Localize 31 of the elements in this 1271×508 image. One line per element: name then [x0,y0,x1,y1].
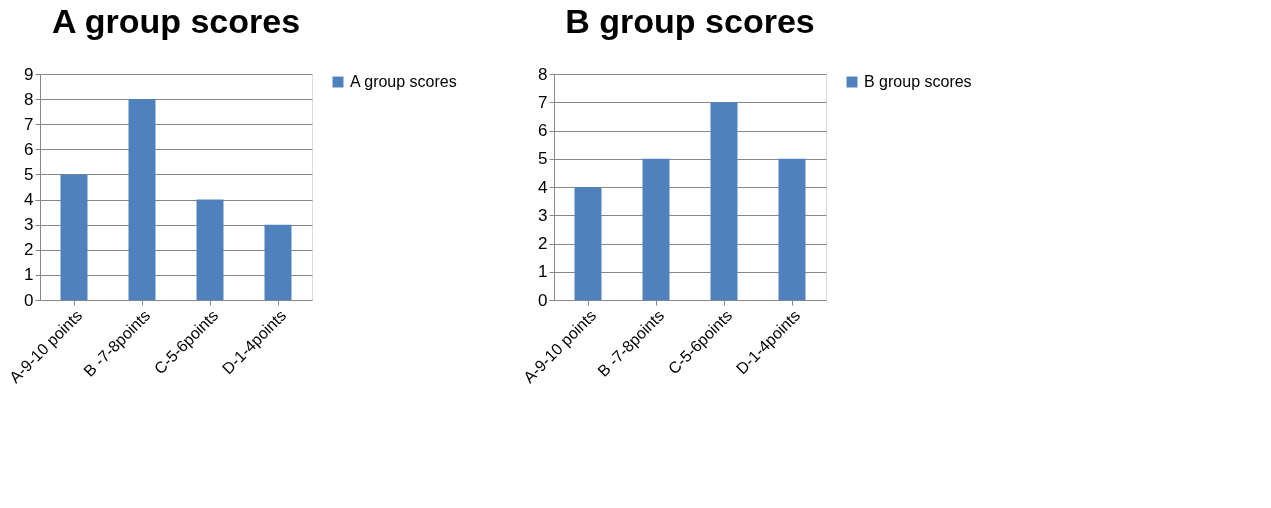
y-tick-label: 2 [24,240,34,260]
y-tick-label: 3 [538,205,548,225]
y-tick-label: 2 [538,234,548,253]
y-tick-label: 8 [24,89,34,109]
bar [128,99,156,300]
chart-title: B group scores [565,2,815,40]
y-tick-label: 5 [538,149,548,169]
y-tick-label: 0 [24,290,34,310]
y-tick-label: 4 [24,190,34,210]
bar [710,102,738,300]
y-tick-label: 9 [24,64,34,84]
bar [196,199,224,300]
bar [642,158,670,300]
bar [574,187,602,300]
y-tick-label: 1 [538,262,548,282]
y-tick-label: 7 [24,114,34,134]
y-tick-label: 0 [538,290,548,310]
legend-label: B group scores [864,73,972,90]
bar [778,158,806,300]
y-tick-label: 6 [538,121,548,140]
y-tick-label: 4 [538,177,548,197]
y-tick-label: 8 [538,64,548,84]
y-tick-label: 7 [538,92,548,112]
bar [264,224,292,300]
y-tick-label: 3 [24,215,34,235]
y-tick-label: 6 [24,139,34,159]
bar [60,174,88,300]
y-tick-label: 1 [24,265,34,285]
chart-title: A group scores [51,2,301,40]
y-tick-label: 5 [24,164,34,184]
legend-label: A group scores [350,73,457,90]
